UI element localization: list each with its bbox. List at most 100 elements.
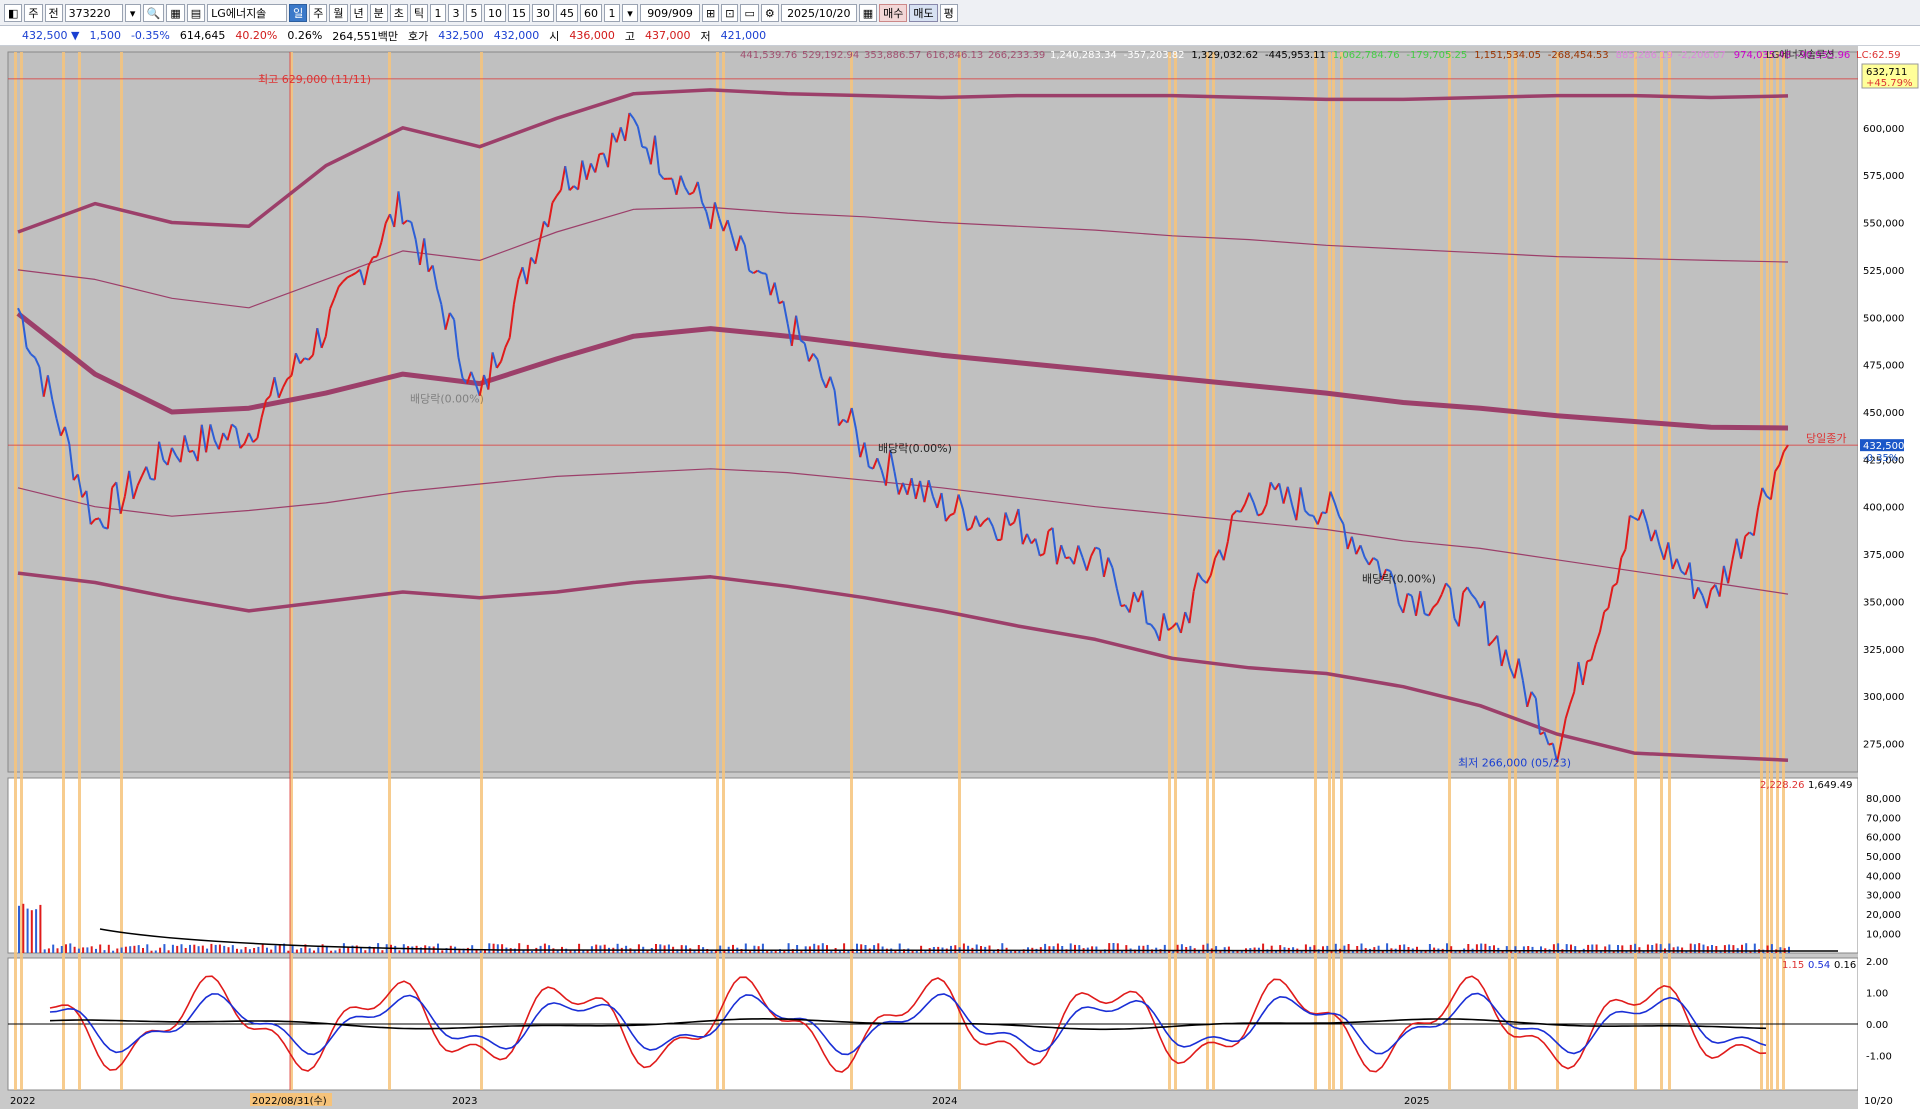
indicator-value: -445,953.11 <box>1265 50 1326 61</box>
toolbar-grid-icon[interactable]: ▦ <box>166 3 185 22</box>
volume-bar <box>1056 943 1059 953</box>
toolbar-period-tick-button[interactable]: 틱 <box>409 3 429 22</box>
volume-bar <box>193 944 196 953</box>
quote-high: 437,000 <box>645 29 691 42</box>
signal-band <box>1168 52 1171 1090</box>
price-candle <box>846 407 853 423</box>
volume-bar <box>201 945 204 953</box>
volume-bar <box>1715 946 1718 953</box>
toolbar-period-week-button[interactable]: 주 <box>309 3 328 22</box>
price-candle <box>1637 509 1644 521</box>
volume-bar <box>518 943 521 953</box>
volume-bar <box>1770 944 1773 953</box>
price-candle <box>769 282 776 296</box>
toolbar-market-all-button[interactable]: 전 <box>44 3 63 22</box>
dividend-annotation: 배당락(0.00%) <box>878 442 952 455</box>
toolbar-n-3-button[interactable]: 3 <box>448 3 465 22</box>
signal-band <box>20 52 23 1090</box>
toolbar-period-year-button[interactable]: 년 <box>349 3 368 22</box>
price-candle <box>884 449 892 486</box>
volume-bar <box>697 945 700 953</box>
toolbar-date-button[interactable]: 2025/10/20 <box>780 3 857 22</box>
price-candle <box>1055 544 1063 565</box>
volume-bar <box>766 949 769 953</box>
price-candle <box>534 242 541 264</box>
price-candle <box>1436 593 1443 604</box>
volume-bar <box>1458 950 1461 953</box>
volume-bar <box>1052 946 1055 953</box>
toolbar-code-dropdown-button[interactable]: ▾ <box>124 3 141 22</box>
toolbar-avg-button[interactable]: 평 <box>939 3 958 22</box>
volume-bar <box>1475 944 1478 953</box>
price-candle <box>1598 611 1606 633</box>
price-candle <box>226 424 233 441</box>
volume-bar <box>710 950 713 953</box>
toolbar-period-minute-button[interactable]: 분 <box>369 3 388 22</box>
toolbar-tool-c-button[interactable]: ▭ <box>740 3 759 22</box>
price-candle <box>1009 521 1015 527</box>
price-chart[interactable]: 441,539.76 529,192.94 353,886.57 616,846.13… <box>0 46 1920 1109</box>
volume-bar <box>813 943 816 953</box>
toolbar-count-button[interactable]: 909/909 <box>640 3 701 22</box>
volume-bar <box>779 949 781 953</box>
toolbar-n-5-button[interactable]: 5 <box>466 3 483 22</box>
volume-bar <box>95 948 97 953</box>
volume-bar <box>488 943 491 953</box>
toolbar-buy-button[interactable]: 매수 <box>879 3 908 22</box>
toolbar-n-10-button[interactable]: 10 <box>484 3 507 22</box>
toolbar-n-1-button[interactable]: 1 <box>430 3 447 22</box>
toolbar-period-second-button[interactable]: 초 <box>389 3 408 22</box>
toolbar-settings-icon[interactable]: ⚙ <box>760 3 779 22</box>
toolbar-stock-name-button[interactable]: LG에너지솔 <box>207 3 288 22</box>
toolbar-n-dropdown-button[interactable]: ▾ <box>622 3 639 22</box>
time-axis-label: 2022/08/31(수) <box>252 1095 327 1107</box>
toolbar-n-30-button[interactable]: 30 <box>532 3 555 22</box>
volume-bar <box>663 945 666 953</box>
volume-bar <box>732 944 734 953</box>
price-candle <box>1179 611 1187 634</box>
toolbar-sell-button[interactable]: 매도 <box>909 3 938 22</box>
price-candle <box>222 432 229 441</box>
chart-area[interactable]: 441,539.76 529,192.94 353,886.57 616,846.13… <box>0 46 1920 1109</box>
toolbar-calendar-icon[interactable]: ▦ <box>858 3 878 22</box>
volume-bar <box>1685 950 1688 953</box>
price-candle <box>1222 541 1229 561</box>
price-candle <box>474 382 481 397</box>
toolbar-period-day-button[interactable]: 일 <box>289 3 308 22</box>
low-annotation: 최저 266,000 (05/23) <box>1458 757 1571 770</box>
price-candle <box>713 202 721 219</box>
toolbar-n-15-button[interactable]: 15 <box>508 3 531 22</box>
volume-bar <box>1300 950 1303 953</box>
volume-bar <box>898 943 901 953</box>
price-candle <box>410 221 417 240</box>
indicator-stock-title: LG에너지솔루션 <box>1766 49 1835 61</box>
toolbar-n-input-button[interactable]: 1 <box>604 3 621 22</box>
volume-bar <box>877 943 880 953</box>
volume-bar <box>1125 945 1128 953</box>
price-candle <box>876 457 883 471</box>
volume-bar <box>445 948 448 953</box>
top-value-box <box>1861 63 1919 89</box>
toolbar-n-45-button[interactable]: 45 <box>556 3 579 22</box>
price-candle <box>59 426 66 437</box>
volume-bar <box>1198 949 1200 953</box>
osc-header-a: 1.15 <box>1782 960 1804 971</box>
toolbar-tool-b-button[interactable]: ⊡ <box>721 3 739 22</box>
toolbar-period-month-button[interactable]: 월 <box>329 3 348 22</box>
volume-bar <box>176 945 179 953</box>
quote-open-label: 시 <box>549 29 560 43</box>
toolbar-type-stock-button[interactable]: 주 <box>24 3 43 22</box>
toolbar-code-button[interactable]: 373220 <box>64 3 123 22</box>
toolbar-tool-a-button[interactable]: ⊞ <box>702 3 720 22</box>
toolbar-chart-icon[interactable]: ▤ <box>186 3 206 22</box>
toolbar-menu-icon[interactable]: ◧ <box>4 3 23 22</box>
toolbar-search-icon[interactable]: 🔍 <box>142 3 165 22</box>
quote-amount: 264,551백만 <box>332 29 399 43</box>
toolbar-n-60-button[interactable]: 60 <box>580 3 603 22</box>
price-candle <box>1000 512 1007 540</box>
dividend-annotation: 배당락(0.00%) <box>410 393 484 406</box>
price-candle <box>581 160 588 181</box>
price-candle <box>85 490 92 525</box>
volume-bar <box>1493 945 1495 953</box>
volume-bar <box>22 903 25 953</box>
